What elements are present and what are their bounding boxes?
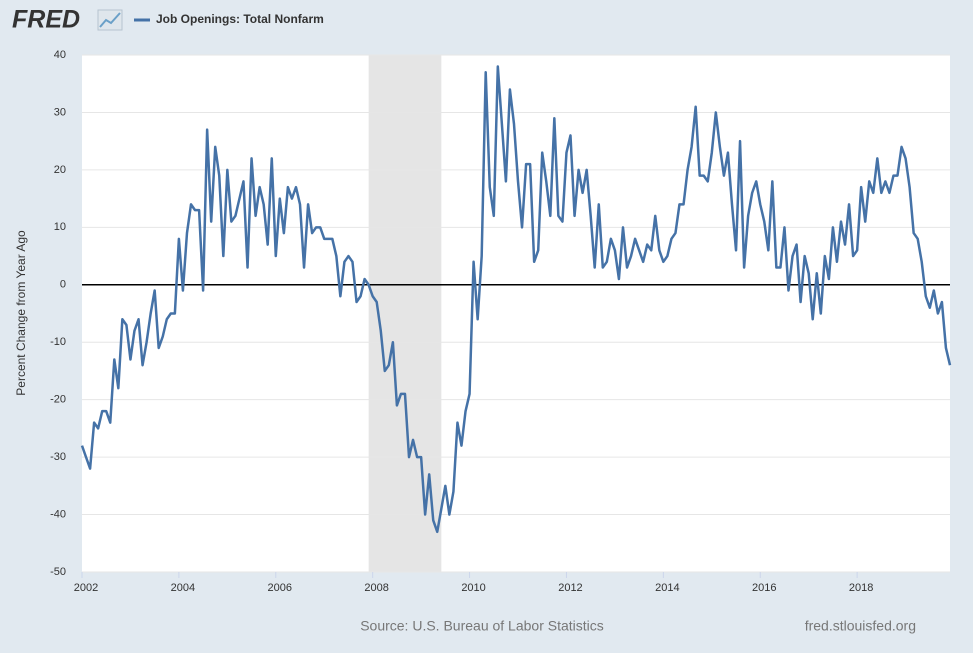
- x-tick-label: 2010: [461, 582, 485, 594]
- y-tick-label: 0: [60, 279, 66, 291]
- source: Source: U.S. Bureau of Labor Statistics: [360, 618, 604, 634]
- logo: FRED: [12, 6, 80, 34]
- x-tick-label: 2006: [268, 582, 292, 594]
- legend-label: Job Openings: Total Nonfarm: [156, 12, 324, 26]
- y-tick-label: -10: [50, 336, 66, 348]
- x-tick-label: 2002: [74, 582, 98, 594]
- y-tick-label: -50: [50, 566, 66, 578]
- y-tick-label: -30: [50, 451, 66, 463]
- x-tick-label: 2018: [849, 582, 873, 594]
- site-url: fred.stlouisfed.org: [805, 618, 916, 634]
- x-tick-label: 2008: [364, 582, 388, 594]
- y-tick-label: 30: [54, 106, 66, 118]
- logo-icon: [97, 9, 123, 31]
- x-tick-label: 2004: [171, 582, 195, 594]
- y-tick-label: -20: [50, 394, 66, 406]
- x-tick-label: 2014: [655, 582, 679, 594]
- y-axis-label: Percent Change from Year Ago: [14, 230, 28, 396]
- y-tick-label: -40: [50, 508, 66, 520]
- x-tick-label: 2012: [558, 582, 582, 594]
- data-line: [80, 65, 952, 534]
- y-tick-label: 10: [54, 221, 66, 233]
- y-tick-label: 40: [54, 49, 66, 61]
- y-tick-label: 20: [54, 164, 66, 176]
- x-tick-label: 2016: [752, 582, 776, 594]
